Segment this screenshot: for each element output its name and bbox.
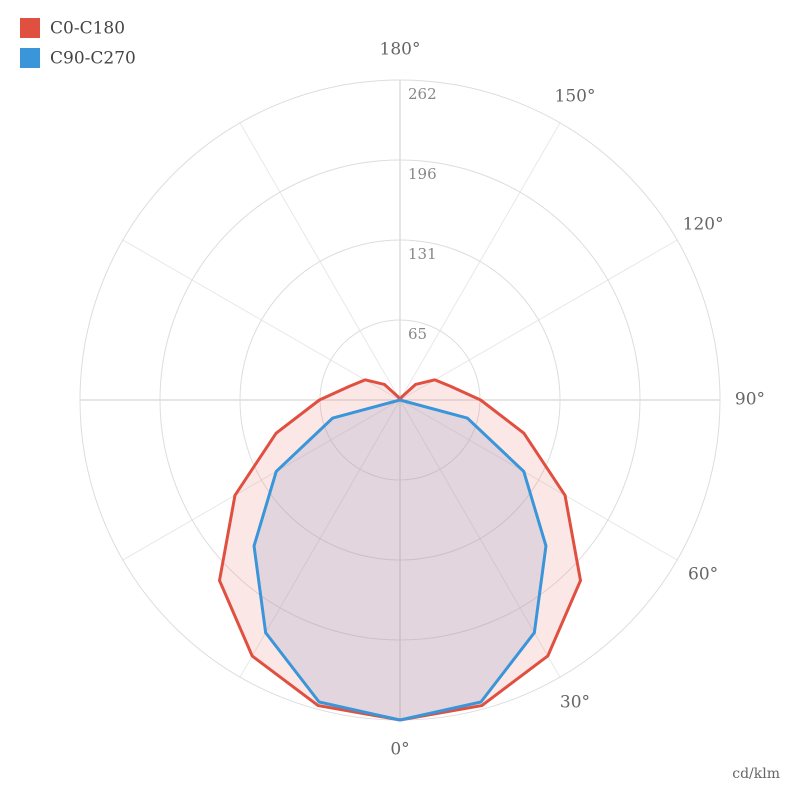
legend-swatch bbox=[20, 18, 40, 38]
theta-tick-label: 90° bbox=[735, 390, 765, 410]
theta-tick-label: 120° bbox=[683, 215, 724, 235]
r-tick-label: 65 bbox=[408, 325, 427, 343]
r-tick-label: 131 bbox=[408, 245, 437, 263]
legend-swatch bbox=[20, 48, 40, 68]
ring bbox=[239, 239, 561, 561]
r-tick-label: 196 bbox=[408, 165, 437, 183]
series-area bbox=[254, 400, 546, 720]
theta-tick-label: 180° bbox=[380, 40, 421, 60]
r-tick-label: 262 bbox=[408, 85, 437, 103]
legend-label: C90-C270 bbox=[50, 49, 136, 69]
unit-label: cd/klm bbox=[732, 766, 780, 782]
theta-tick-label: 150° bbox=[555, 86, 596, 106]
theta-tick-label: 30° bbox=[560, 693, 590, 713]
series-area bbox=[219, 379, 581, 720]
legend-label: C0-C180 bbox=[50, 19, 125, 39]
series-line bbox=[252, 398, 548, 722]
ring bbox=[159, 159, 641, 641]
theta-tick-label: 0° bbox=[390, 740, 409, 760]
theta-tick-label: 60° bbox=[688, 565, 718, 585]
